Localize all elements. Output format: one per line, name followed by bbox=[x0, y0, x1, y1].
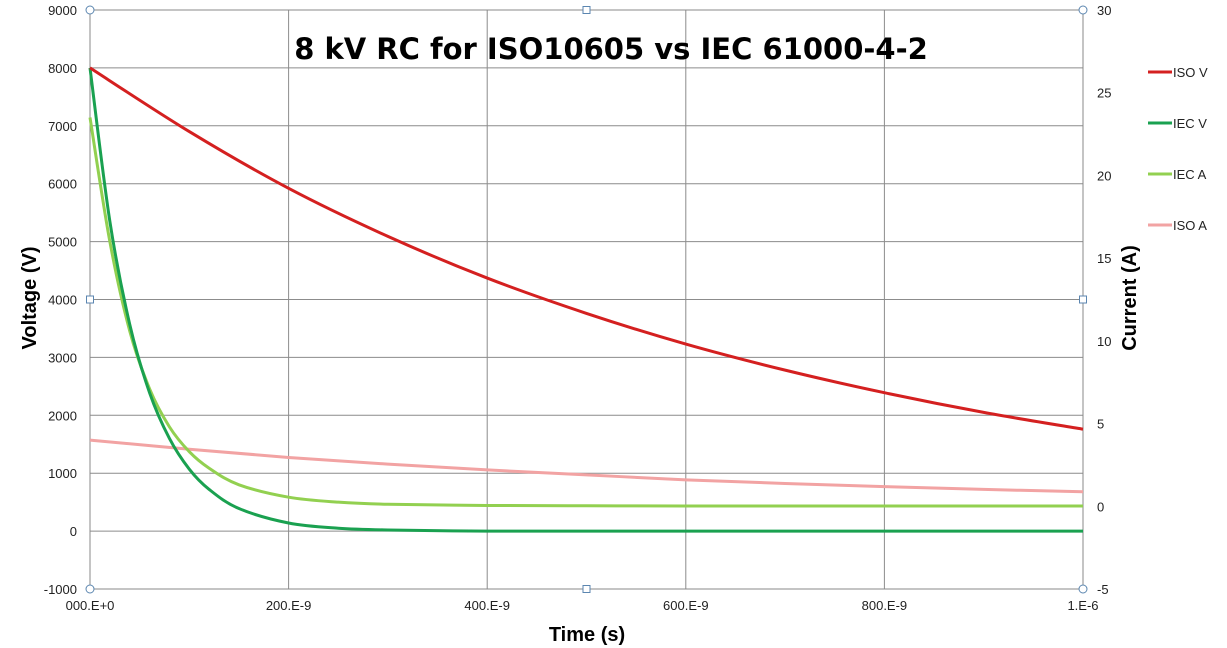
y-tick-label: 3000 bbox=[48, 350, 77, 365]
x-tick-label: 400.E-9 bbox=[464, 598, 510, 613]
legend-label-iso-v: ISO V bbox=[1173, 65, 1208, 80]
x-axis-label: Time (s) bbox=[549, 624, 625, 646]
x-tick-label: 800.E-9 bbox=[862, 598, 908, 613]
y2-tick-label: 30 bbox=[1097, 3, 1111, 18]
resize-handle[interactable] bbox=[1078, 5, 1088, 15]
x-tick-label: 000.E+0 bbox=[66, 598, 115, 613]
selection-handles[interactable] bbox=[85, 5, 1088, 594]
x-tick-label: 200.E-9 bbox=[266, 598, 312, 613]
series-lines bbox=[88, 66, 1084, 533]
x-axis-ticks: 000.E+0 200.E-9 400.E-9 600.E-9 800.E-9 1.E-6 bbox=[66, 598, 1099, 613]
y2-tick-label: 10 bbox=[1097, 334, 1111, 349]
y2-tick-label: 15 bbox=[1097, 251, 1111, 266]
resize-handle[interactable] bbox=[86, 295, 94, 304]
y2-tick-label: 20 bbox=[1097, 168, 1111, 183]
y2-tick-label: 0 bbox=[1097, 499, 1104, 514]
y-tick-label: 2000 bbox=[48, 408, 77, 423]
y-tick-label: -1000 bbox=[44, 582, 77, 597]
resize-handle[interactable] bbox=[85, 584, 95, 594]
legend-label-iso-a: ISO A bbox=[1173, 218, 1207, 233]
y-axis-right-ticks: -5 0 5 10 15 20 25 30 bbox=[1097, 3, 1111, 597]
y-axis-label: Voltage (V) bbox=[19, 247, 41, 350]
y-tick-label: 8000 bbox=[48, 61, 77, 76]
y-axis-left-ticks: -1000 0 1000 2000 3000 4000 5000 6000 7000 8000 90… bbox=[44, 3, 77, 597]
legend-label-iec-v: IEC V bbox=[1173, 116, 1207, 131]
resize-handle[interactable] bbox=[582, 585, 591, 593]
legend-label-iec-a: IEC A bbox=[1173, 167, 1207, 182]
series-line-iso-v bbox=[89, 66, 1084, 431]
chart-title: 8 kV RC for ISO10605 vs IEC 61000-4-2 bbox=[294, 32, 928, 66]
y-tick-label: 1000 bbox=[48, 466, 77, 481]
resize-handle[interactable] bbox=[1079, 295, 1087, 304]
grid bbox=[89, 9, 1084, 590]
series-line-iec-a bbox=[88, 117, 1083, 508]
y-tick-label: 5000 bbox=[48, 235, 77, 250]
y-tick-label: 9000 bbox=[48, 3, 77, 18]
y2-tick-label: -5 bbox=[1097, 582, 1109, 597]
series-line-iso-a bbox=[89, 438, 1084, 494]
x-tick-label: 1.E-6 bbox=[1067, 598, 1098, 613]
x-tick-label: 600.E-9 bbox=[663, 598, 709, 613]
y2-tick-label: 5 bbox=[1097, 417, 1104, 432]
y-tick-label: 7000 bbox=[48, 119, 77, 134]
resize-handle[interactable] bbox=[1078, 584, 1088, 594]
y-tick-label: 0 bbox=[70, 524, 77, 539]
series-line-iec-v bbox=[88, 67, 1083, 533]
y-tick-label: 6000 bbox=[48, 177, 77, 192]
legend: ISO V IEC V IEC A ISO A bbox=[1148, 65, 1208, 233]
y2-tick-label: 25 bbox=[1097, 86, 1111, 101]
resize-handle[interactable] bbox=[582, 6, 591, 14]
y2-axis-label: Current (A) bbox=[1119, 245, 1141, 351]
resize-handle[interactable] bbox=[85, 5, 95, 15]
y-tick-label: 4000 bbox=[48, 293, 77, 308]
